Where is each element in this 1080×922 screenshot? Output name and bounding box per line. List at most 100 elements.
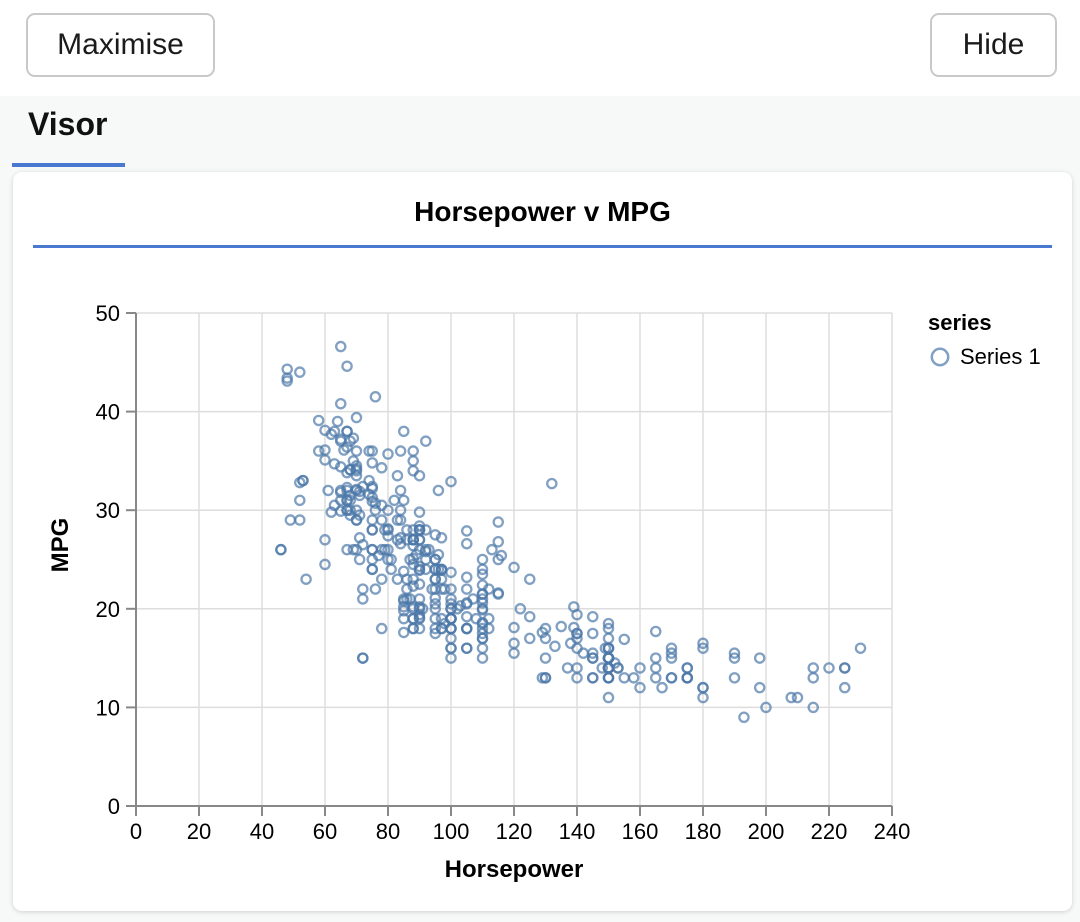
data-point: [334, 505, 347, 517]
y-axis-title: MPG: [47, 517, 74, 573]
data-point: [341, 484, 353, 497]
data-point: [363, 488, 375, 501]
data-point: [394, 532, 407, 544]
hide-button[interactable]: Hide: [930, 13, 1057, 77]
data-point: [344, 435, 356, 447]
x-tick-label: 0: [130, 819, 142, 844]
data-point: [407, 580, 419, 592]
data-point: [587, 672, 599, 684]
tab-visor[interactable]: Visor: [28, 106, 108, 142]
data-point: [319, 454, 331, 466]
data-point: [413, 564, 426, 577]
data-point: [375, 499, 388, 512]
data-point: [460, 571, 473, 583]
data-point: [391, 469, 404, 482]
data-point: [839, 662, 851, 674]
data-point: [334, 461, 347, 473]
data-point: [407, 539, 419, 552]
data-point: [294, 494, 306, 507]
data-point: [618, 672, 631, 684]
data-point: [420, 543, 432, 556]
data-point: [375, 622, 388, 635]
data-point: [495, 549, 508, 562]
data-point: [665, 672, 678, 684]
data-point: [599, 642, 612, 654]
data-point: [492, 536, 504, 548]
data-point: [401, 583, 413, 595]
x-tick-label: 20: [187, 819, 211, 844]
data-point: [524, 573, 536, 585]
data-point: [388, 494, 401, 507]
chart-title-rule: [33, 245, 1052, 248]
data-point: [823, 662, 835, 674]
data-point: [839, 681, 851, 694]
data-point: [341, 504, 353, 516]
data-point: [435, 532, 448, 544]
x-tick-label: 140: [559, 819, 596, 844]
data-point: [445, 475, 457, 488]
data-point: [568, 621, 580, 634]
data-point: [407, 465, 419, 477]
data-point: [341, 543, 353, 556]
data-point: [665, 647, 678, 659]
data-point: [514, 603, 527, 615]
data-point: [300, 573, 312, 585]
data-point: [476, 604, 489, 616]
legend-label: Series 1: [960, 344, 1041, 369]
data-point: [476, 632, 489, 645]
data-point: [753, 652, 766, 664]
y-tick-label: 40: [96, 400, 120, 425]
data-point: [328, 458, 341, 470]
data-point: [508, 561, 520, 574]
data-point: [476, 568, 489, 581]
data-point: [460, 525, 473, 537]
data-point: [568, 601, 580, 613]
y-tick-label: 10: [96, 695, 120, 720]
x-tick-label: 200: [748, 819, 785, 844]
data-point: [319, 558, 331, 571]
data-point: [549, 640, 561, 653]
data-point: [807, 672, 820, 684]
data-point: [366, 514, 378, 526]
data-point: [650, 662, 662, 674]
x-tick-label: 160: [622, 819, 659, 844]
data-point: [476, 642, 489, 654]
data-point: [807, 701, 820, 714]
data-point: [539, 652, 552, 664]
data-point: [413, 534, 426, 546]
data-point: [546, 477, 558, 490]
data-point: [312, 414, 325, 427]
data-point: [524, 632, 536, 645]
data-point: [602, 617, 615, 630]
data-point: [350, 465, 363, 477]
data-point: [284, 514, 297, 526]
data-point: [460, 610, 473, 623]
data-point: [656, 681, 668, 694]
data-point: [697, 637, 709, 650]
data-point: [650, 625, 662, 638]
data-point: [429, 529, 441, 541]
data-point: [539, 632, 552, 645]
data-point: [397, 605, 410, 617]
data-point: [366, 457, 378, 469]
data-point: [854, 642, 867, 654]
maximise-button[interactable]: Maximise: [26, 13, 215, 77]
data-point: [602, 672, 615, 684]
data-point: [492, 588, 504, 600]
x-tick-label: 120: [496, 819, 533, 844]
data-point: [438, 617, 451, 630]
data-point: [319, 534, 331, 546]
data-point: [350, 411, 363, 424]
data-point: [665, 642, 678, 654]
data-point: [476, 652, 489, 664]
data-point: [366, 524, 378, 536]
data-point: [460, 642, 473, 654]
data-point: [587, 652, 599, 664]
data-point: [366, 445, 378, 457]
data-point: [382, 448, 394, 460]
data-point: [357, 652, 369, 664]
data-point: [347, 543, 360, 556]
x-tick-label: 40: [250, 819, 274, 844]
data-point: [564, 637, 577, 650]
data-point: [394, 514, 407, 526]
